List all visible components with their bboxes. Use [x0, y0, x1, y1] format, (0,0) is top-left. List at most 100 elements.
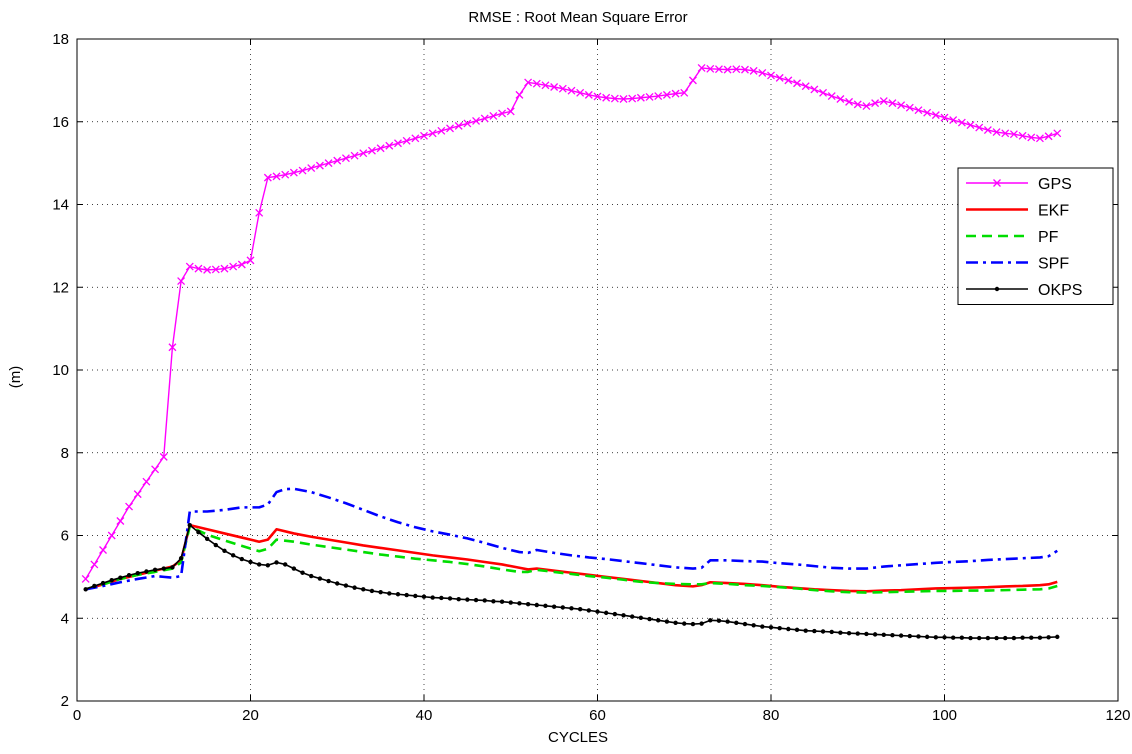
data-point-gps	[541, 81, 550, 90]
data-point-gps	[992, 128, 1001, 137]
data-point-okps	[170, 565, 175, 570]
data-point-gps	[862, 102, 871, 110]
data-point-gps	[1018, 131, 1027, 140]
data-point-gps	[767, 71, 775, 80]
data-point-okps	[118, 575, 123, 580]
data-point-okps	[100, 580, 106, 586]
data-point-gps	[367, 146, 376, 155]
chart-title: RMSE : Root Mean Square Error	[468, 9, 687, 26]
data-point-okps	[890, 633, 895, 638]
data-point-gps	[376, 144, 385, 153]
data-point-okps	[369, 588, 375, 594]
y-tick-label: 6	[61, 528, 69, 545]
data-point-okps	[1003, 635, 1008, 641]
data-point-gps	[506, 107, 515, 116]
data-point-gps	[272, 172, 281, 181]
data-point-gps	[923, 108, 932, 117]
x-tick-label: 80	[763, 707, 780, 724]
data-point-okps	[109, 577, 114, 583]
data-point-okps	[751, 623, 756, 628]
data-point-okps	[942, 635, 947, 640]
data-point-okps	[916, 634, 921, 639]
data-point-gps	[619, 95, 628, 103]
data-point-okps	[725, 619, 730, 624]
data-point-okps	[664, 619, 670, 624]
data-point-okps	[326, 578, 331, 584]
data-point-okps	[786, 626, 791, 632]
data-point-gps	[741, 65, 749, 74]
data-point-gps	[723, 65, 732, 74]
data-point-gps	[871, 99, 880, 108]
data-point-okps	[742, 621, 748, 627]
legend-label-ekf: EKF	[1038, 203, 1069, 220]
data-point-gps	[99, 546, 107, 554]
data-point-okps	[447, 596, 453, 601]
data-point-okps	[387, 591, 392, 596]
data-point-okps	[560, 605, 565, 610]
y-tick-label: 4	[61, 610, 69, 627]
data-point-okps	[317, 576, 323, 581]
data-point-gps	[142, 477, 151, 486]
data-point-okps	[222, 548, 227, 554]
data-point-gps	[1053, 129, 1062, 138]
data-point-gps	[151, 465, 160, 474]
data-point-okps	[1037, 635, 1043, 640]
data-point-okps	[699, 621, 704, 626]
data-point-okps	[760, 624, 765, 629]
data-point-gps	[636, 93, 645, 102]
data-point-gps	[211, 265, 220, 274]
data-point-okps	[534, 602, 539, 608]
data-point-okps	[421, 594, 427, 599]
data-point-gps	[333, 156, 342, 165]
data-point-gps	[107, 531, 116, 540]
data-point-okps	[144, 569, 149, 574]
data-point-okps	[1046, 635, 1051, 640]
data-point-gps	[697, 64, 706, 72]
data-point-okps	[647, 616, 652, 622]
data-point-okps	[569, 606, 574, 611]
data-point-gps	[177, 277, 186, 286]
data-point-gps	[949, 116, 958, 125]
data-point-gps	[402, 136, 411, 145]
data-point-okps	[959, 635, 965, 640]
data-point-okps	[1011, 635, 1017, 641]
data-point-okps	[92, 583, 97, 589]
data-point-gps	[515, 90, 524, 99]
data-point-gps	[810, 85, 819, 94]
data-point-okps	[682, 621, 687, 626]
data-point-gps	[428, 129, 437, 138]
data-point-gps	[81, 574, 90, 583]
x-axis-label: CYCLES	[548, 729, 608, 746]
data-point-okps	[1020, 635, 1025, 640]
data-point-okps	[734, 620, 739, 626]
data-point-okps	[551, 604, 557, 609]
series-line-pf	[85, 525, 1058, 594]
data-point-okps	[248, 559, 253, 565]
x-tick-label: 120	[1105, 707, 1130, 724]
data-point-okps	[213, 542, 218, 548]
data-point-okps	[586, 608, 592, 613]
data-point-gps	[298, 166, 307, 175]
data-point-okps	[638, 615, 644, 621]
data-point-okps	[881, 632, 886, 637]
data-point-okps	[499, 599, 505, 604]
legend-label-spf: SPF	[1038, 256, 1069, 273]
data-point-gps	[584, 90, 593, 99]
data-point-gps	[1027, 133, 1036, 142]
data-point-gps	[671, 89, 680, 98]
data-point-okps	[690, 621, 696, 627]
y-tick-label: 10	[52, 362, 69, 379]
data-point-gps	[203, 265, 212, 274]
data-point-gps	[159, 452, 168, 461]
data-point-okps	[413, 593, 418, 599]
data-point-okps	[846, 630, 852, 636]
data-point-okps	[612, 611, 618, 617]
data-point-gps	[341, 154, 350, 163]
data-point-okps	[829, 629, 834, 635]
data-point-okps	[1055, 634, 1060, 640]
data-point-okps	[473, 597, 479, 603]
data-point-okps	[577, 606, 583, 612]
data-point-okps	[274, 560, 279, 565]
x-tick-label: 100	[932, 707, 957, 724]
